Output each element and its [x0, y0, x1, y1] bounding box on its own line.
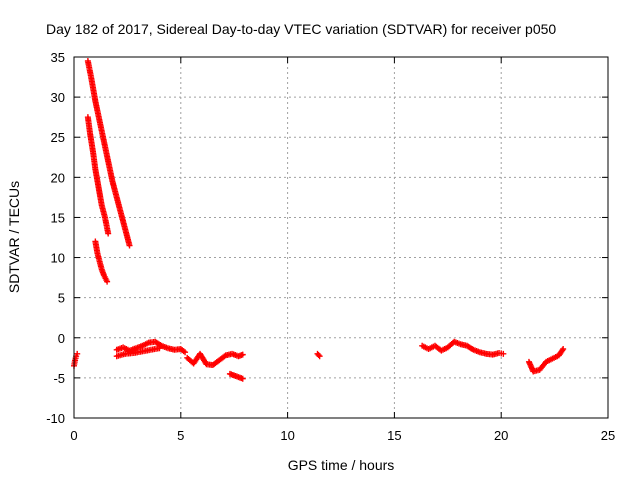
- y-tick-label: -5: [53, 371, 65, 386]
- data-point-marker: [560, 346, 567, 353]
- data-point-marker: [239, 375, 246, 382]
- chart-title: Day 182 of 2017, Sidereal Day-to-day VTE…: [46, 21, 556, 37]
- x-tick-label: 0: [70, 428, 77, 443]
- y-tick-label: 35: [51, 50, 65, 65]
- data-point-marker: [104, 278, 111, 285]
- series-cluster-3: [419, 338, 507, 358]
- series-arc-steep-lower: [84, 114, 112, 237]
- series-cluster-2: [184, 350, 246, 369]
- series-cluster-2-lower: [226, 370, 246, 382]
- x-tick-label: 20: [494, 428, 508, 443]
- y-tick-label: -10: [46, 411, 65, 426]
- y-tick-label: 25: [51, 130, 65, 145]
- y-tick-label: 5: [58, 291, 65, 306]
- x-axis-label: GPS time / hours: [288, 457, 395, 473]
- x-tick-label: 10: [280, 428, 294, 443]
- data-point-marker: [559, 347, 566, 354]
- series-arc-short: [92, 238, 111, 285]
- series-cluster-4: [525, 346, 567, 375]
- data-point-marker: [126, 242, 133, 249]
- series-start-segment: [71, 350, 81, 369]
- axis-ticks: 0 5 10 15 20 25 -10 -5 0 5 10 15 20 25 30 35: [46, 50, 615, 443]
- x-tick-label: 15: [387, 428, 401, 443]
- series-isolated-11h: [314, 350, 323, 360]
- data-point-marker: [315, 352, 322, 359]
- data-point-marker: [182, 349, 189, 356]
- plot-frame: [73, 56, 609, 419]
- y-tick-label: 10: [51, 251, 65, 266]
- y-tick-label: 20: [51, 170, 65, 185]
- x-tick-label: 5: [177, 428, 184, 443]
- data-point-marker: [105, 230, 112, 237]
- y-tick-label: 15: [51, 210, 65, 225]
- y-axis-label: SDTVAR / TECUs: [6, 181, 22, 293]
- grid-lines: [74, 57, 608, 418]
- data-point-marker: [500, 350, 507, 357]
- series-cluster-1-lower: [113, 345, 163, 360]
- series-arc-steep-upper: [84, 58, 133, 249]
- data-point-marker: [239, 351, 246, 358]
- y-tick-label: 30: [51, 90, 65, 105]
- data-points: [71, 58, 567, 382]
- x-tick-label: 25: [601, 428, 615, 443]
- data-point-marker: [316, 353, 323, 360]
- y-tick-label: 0: [58, 331, 65, 346]
- data-point-marker: [74, 350, 81, 357]
- data-point-marker: [156, 345, 163, 352]
